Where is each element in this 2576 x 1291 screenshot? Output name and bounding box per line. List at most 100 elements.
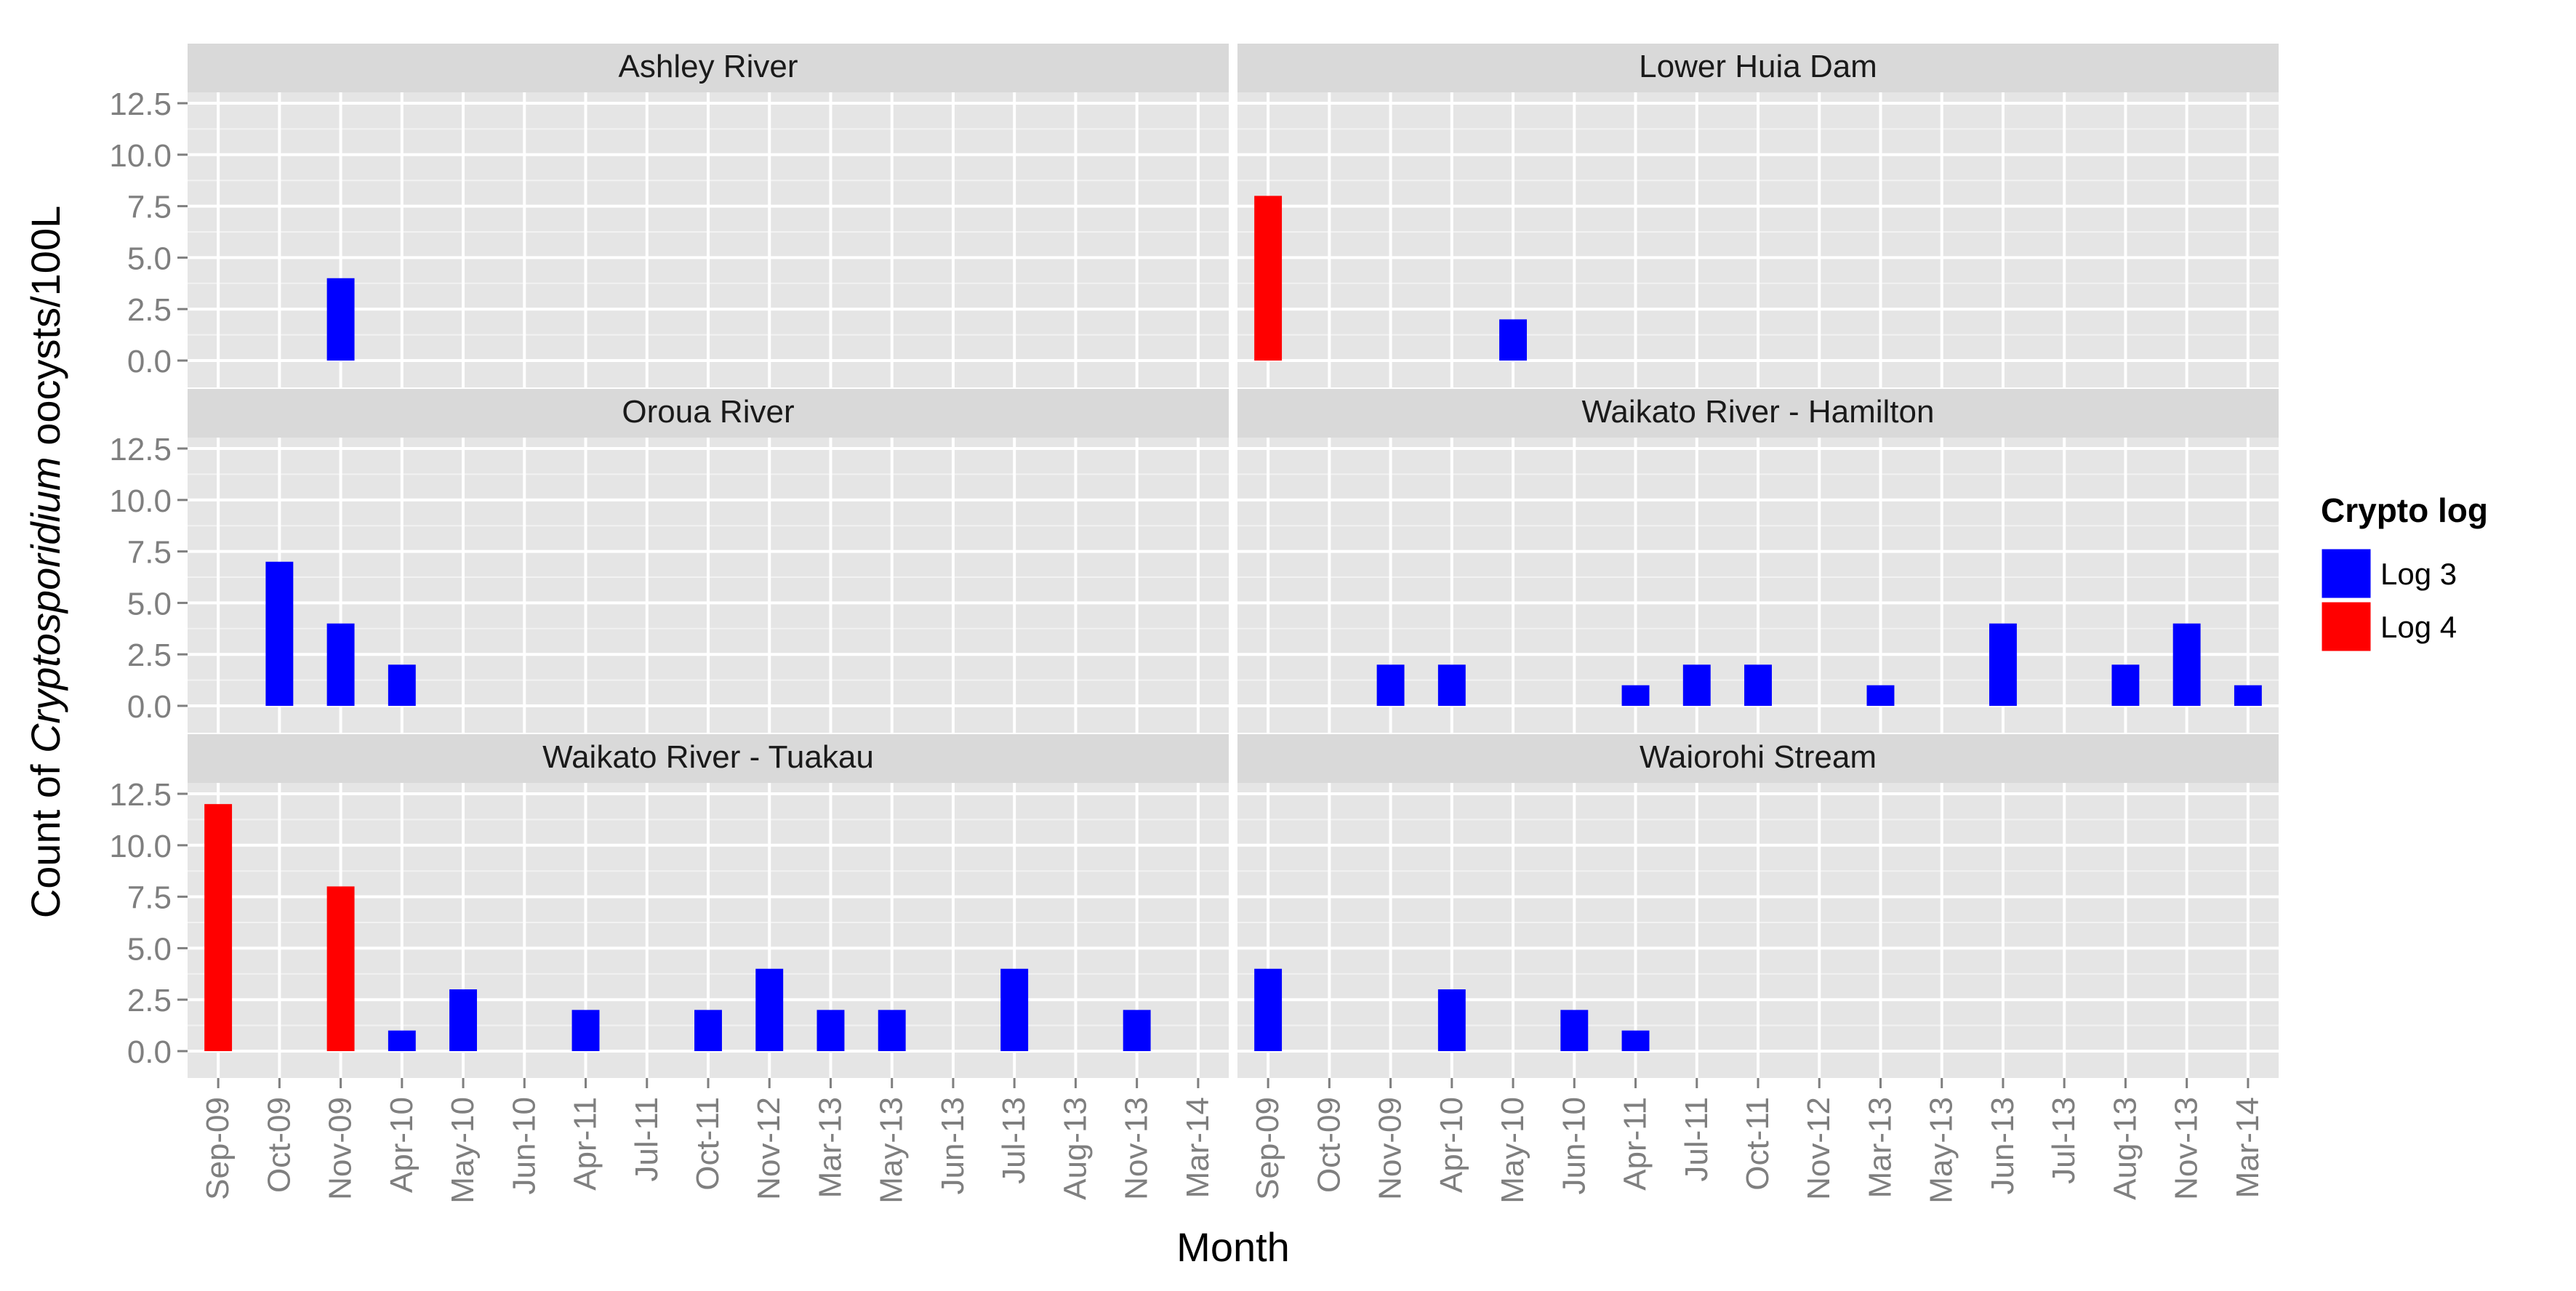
bar	[2172, 623, 2201, 706]
bar	[326, 623, 355, 706]
x-tick-label: Jul-11	[1679, 1097, 1714, 1182]
bar	[388, 664, 416, 706]
x-tick-label: Apr-10	[1434, 1097, 1469, 1193]
panel-title: Waikato River - Hamilton	[1582, 394, 1935, 430]
bar	[1437, 989, 1466, 1051]
bar	[816, 1010, 845, 1051]
x-tick-label: Nov-12	[751, 1097, 787, 1200]
panel-strip	[1237, 389, 2279, 438]
bar	[1621, 1030, 1650, 1051]
y-tick-label: 0.0	[127, 689, 172, 725]
x-tick-label: Nov-09	[1373, 1097, 1408, 1200]
bar	[449, 989, 478, 1051]
y-tick-label: 2.5	[127, 638, 172, 673]
bar	[1560, 1010, 1589, 1051]
bar	[1621, 685, 1650, 706]
x-tick-label: Nov-13	[2169, 1097, 2204, 1200]
x-tick-label: Jul-13	[996, 1097, 1032, 1184]
panel-title: Lower Huia Dam	[1639, 49, 1877, 84]
x-tick-label: Oct-09	[261, 1097, 297, 1193]
y-tick-label: 5.0	[127, 931, 172, 967]
bar	[2234, 685, 2262, 706]
x-tick-label: Mar-14	[2230, 1097, 2266, 1198]
x-axis-title: Month	[1176, 1224, 1290, 1270]
x-tick-label: May-13	[874, 1097, 910, 1204]
bar	[326, 886, 355, 1051]
bar	[878, 1010, 906, 1051]
x-tick-label: Nov-12	[1801, 1097, 1837, 1200]
panel-strip	[1237, 734, 2279, 783]
x-tick-label: Oct-11	[690, 1097, 726, 1191]
x-tick-label: Apr-10	[384, 1097, 420, 1193]
y-axis-title-prefix: Count of	[23, 753, 68, 918]
x-tick-label: Sep-09	[200, 1097, 236, 1200]
bar	[326, 278, 355, 361]
bar	[1437, 664, 1466, 706]
legend-label: Log 4	[2380, 610, 2457, 644]
panel-title: Ashley River	[619, 49, 798, 84]
x-tick-label: Jun-10	[506, 1097, 542, 1195]
x-tick-label: Mar-13	[1862, 1097, 1898, 1198]
y-tick-label: 7.5	[127, 535, 172, 571]
bar	[571, 1010, 600, 1051]
y-tick-label: 5.0	[127, 586, 172, 622]
x-tick-label: Aug-13	[2107, 1097, 2143, 1200]
bar	[2111, 664, 2140, 706]
y-tick-label: 10.0	[109, 138, 172, 174]
bar	[388, 1030, 416, 1051]
y-axis-title-italic: Cryptosporidium	[23, 457, 68, 753]
bar	[1682, 664, 1711, 706]
legend-swatch	[2319, 600, 2373, 653]
x-tick-label: Nov-13	[1119, 1097, 1155, 1200]
y-tick-label: 7.5	[127, 880, 172, 916]
panel-title: Waiorohi Stream	[1640, 739, 1877, 775]
y-axis-title: Count of Cryptosporidium oocysts/100L	[23, 206, 68, 919]
bar	[1254, 968, 1283, 1051]
panel-strip	[188, 44, 1229, 92]
x-tick-label: May-10	[1495, 1097, 1530, 1204]
bar	[265, 561, 294, 706]
y-tick-label: 2.5	[127, 292, 172, 328]
y-tick-label: 5.0	[127, 241, 172, 276]
x-tick-label: Jul-13	[2046, 1097, 2082, 1184]
x-tick-label: May-13	[1924, 1097, 1959, 1204]
bar	[694, 1010, 722, 1051]
bar	[1000, 968, 1029, 1051]
y-axis-title-suffix: oocysts/100L	[23, 206, 68, 457]
bar	[755, 968, 784, 1051]
bar	[1376, 664, 1405, 706]
legend-title: Crypto log	[2321, 491, 2488, 529]
x-tick-label: Apr-11	[568, 1097, 603, 1191]
bar	[1989, 623, 2017, 706]
panel-strip	[188, 389, 1229, 438]
x-tick-label: Jun-13	[935, 1097, 971, 1195]
panel-title: Waikato River - Tuakau	[542, 739, 874, 775]
bar	[204, 804, 233, 1051]
x-tick-label: Apr-11	[1618, 1097, 1653, 1191]
y-tick-label: 7.5	[127, 190, 172, 225]
legend-label: Log 3	[2380, 557, 2457, 591]
legend-swatch	[2319, 547, 2373, 600]
x-tick-label: Aug-13	[1057, 1097, 1093, 1200]
x-tick-label: Jun-10	[1556, 1097, 1592, 1195]
bar	[1744, 664, 1772, 706]
x-tick-label: Oct-11	[1740, 1097, 1775, 1191]
x-tick-label: Mar-13	[812, 1097, 848, 1198]
bar	[1499, 319, 1528, 361]
y-tick-label: 12.5	[109, 87, 172, 122]
x-tick-label: Jul-11	[629, 1097, 665, 1182]
x-tick-label: Sep-09	[1250, 1097, 1285, 1200]
y-tick-label: 2.5	[127, 983, 172, 1018]
y-tick-label: 10.0	[109, 829, 172, 864]
x-tick-label: Jun-13	[1985, 1097, 2021, 1195]
y-tick-label: 10.0	[109, 483, 172, 519]
y-tick-label: 0.0	[127, 344, 172, 379]
bar	[1254, 196, 1283, 361]
y-tick-label: 0.0	[127, 1034, 172, 1070]
y-tick-label: 12.5	[109, 777, 172, 813]
bar	[1866, 685, 1895, 706]
panel-strip	[1237, 44, 2279, 92]
x-tick-label: Oct-09	[1311, 1097, 1347, 1193]
